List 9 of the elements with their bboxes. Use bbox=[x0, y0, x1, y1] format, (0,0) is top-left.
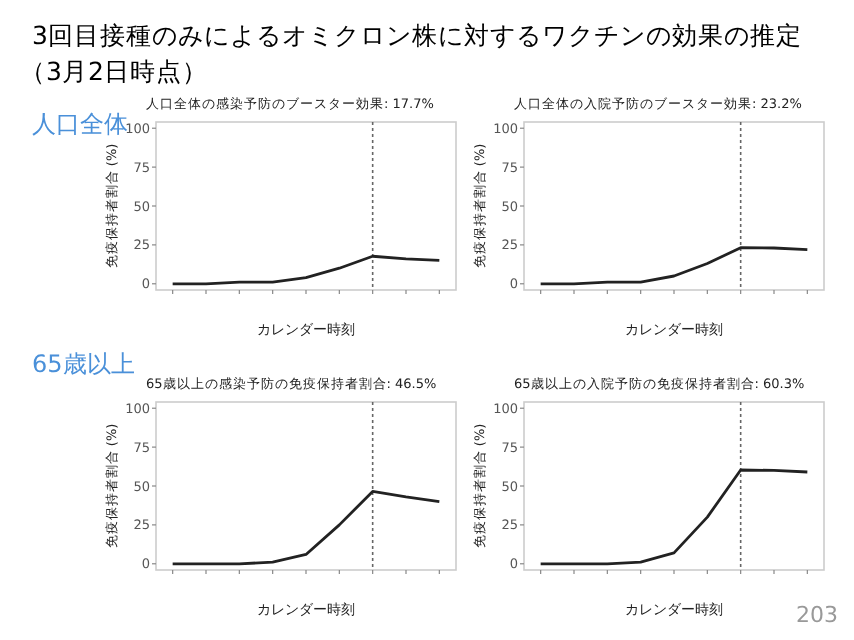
text: 人口全体 bbox=[32, 110, 128, 138]
text: 203 bbox=[796, 602, 838, 628]
text: 3回目接種のみによるオミクロン株に対するワクチンの効果の推定 bbox=[32, 20, 802, 50]
line-series bbox=[171, 490, 441, 566]
text: 65歳以上 bbox=[32, 350, 135, 378]
line-series bbox=[539, 468, 809, 566]
text: （3月2日時点） bbox=[20, 56, 208, 86]
line-series bbox=[539, 246, 809, 286]
line-series bbox=[171, 254, 441, 286]
